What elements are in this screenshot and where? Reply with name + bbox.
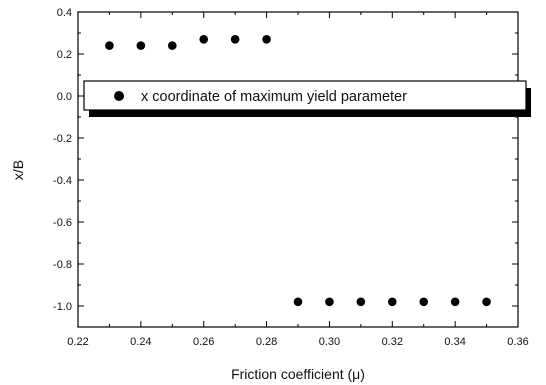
data-point bbox=[262, 35, 271, 44]
x-tick-label: 0.28 bbox=[256, 336, 277, 348]
x-tick-label: 0.34 bbox=[444, 336, 465, 348]
axis-ticks bbox=[77, 11, 519, 328]
x-axis-title: Friction coefficient (μ) bbox=[231, 366, 365, 382]
data-point bbox=[293, 297, 303, 307]
data-point bbox=[387, 297, 397, 307]
y-tick-label: 0.2 bbox=[57, 49, 72, 61]
y-tick-label: 0.0 bbox=[57, 91, 72, 103]
x-tick-label: 0.32 bbox=[382, 336, 403, 348]
y-tick-label: -0.8 bbox=[53, 259, 72, 271]
x-tick-label: 0.24 bbox=[130, 336, 151, 348]
x-tick-label: 0.22 bbox=[67, 336, 88, 348]
data-point bbox=[325, 297, 334, 307]
data-point bbox=[230, 35, 240, 44]
y-tick-label: 0.4 bbox=[57, 7, 72, 19]
legend-label: x coordinate of maximum yield parameter bbox=[141, 89, 407, 105]
x-tick-label: 0.30 bbox=[319, 336, 340, 348]
y-tick-label: -0.4 bbox=[53, 175, 72, 187]
data-point bbox=[167, 41, 177, 50]
data-points bbox=[105, 35, 491, 307]
axis-tick-labels: 0.22 0.24 0.26 0.28 0.30 0.32 0.34 0.36 0.4 0.2 0.… bbox=[53, 7, 529, 348]
x-tick-label: 0.26 bbox=[193, 336, 214, 348]
x-tick-label: 0.36 bbox=[507, 336, 528, 348]
data-point bbox=[105, 41, 114, 50]
legend-marker bbox=[114, 91, 124, 101]
y-tick-label: -1.0 bbox=[53, 301, 72, 313]
legend-box bbox=[83, 80, 527, 111]
data-point bbox=[419, 297, 429, 307]
data-point bbox=[450, 297, 460, 307]
data-point bbox=[356, 297, 366, 307]
y-tick-label: -0.6 bbox=[53, 217, 72, 229]
plot-frame bbox=[77, 11, 519, 328]
legend: x coordinate of maximum yield parameter bbox=[83, 80, 531, 117]
data-point bbox=[199, 35, 209, 44]
data-point bbox=[482, 297, 491, 307]
y-tick-label: -0.2 bbox=[53, 133, 72, 145]
data-point bbox=[136, 41, 146, 50]
y-axis-title: x/B bbox=[10, 160, 26, 180]
